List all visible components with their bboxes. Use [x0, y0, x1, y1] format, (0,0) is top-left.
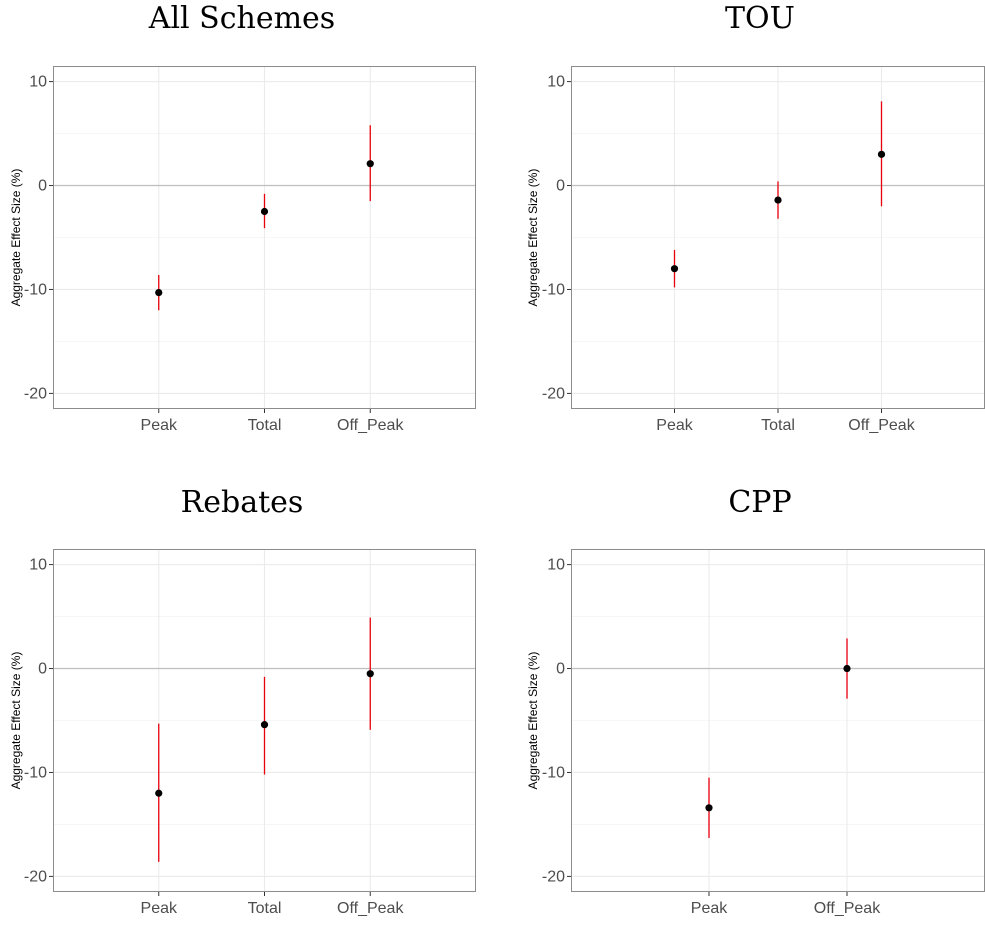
data-point — [260, 721, 269, 729]
data-point — [877, 150, 886, 158]
x-tick-label: Peak — [691, 900, 728, 917]
data-point — [705, 804, 713, 812]
y-tick-label: -10 — [542, 764, 565, 781]
y-tick-label: -20 — [542, 868, 565, 885]
x-tick-label: Off_Peak — [814, 900, 881, 917]
x-tick-label: Total — [248, 417, 282, 434]
panel-2: 10 0 -10 -20 Peak Total Off_Peak Aggregate Effe… — [526, 1, 985, 434]
y-tick-label: -10 — [24, 764, 47, 781]
x-tick-label: Peak — [656, 417, 693, 434]
x-tick-label: Off_Peak — [337, 900, 404, 917]
panel-3: 10 0 -10 -20 Peak Total Off_Peak Aggregate Effe… — [9, 485, 476, 917]
y-tick-label: 0 — [556, 178, 565, 195]
y-tick-label: 10 — [547, 557, 565, 574]
panel-title: All Schemes — [148, 1, 335, 36]
panel-1: 10 0 -10 -20 Peak Total Off_Peak Aggregate Effe… — [9, 1, 476, 434]
y-tick-label: 0 — [38, 178, 47, 195]
y-tick-label: -10 — [24, 281, 47, 298]
data-point — [670, 265, 679, 273]
data-point — [774, 196, 782, 204]
panel-title: Rebates — [181, 485, 304, 520]
y-axis-label: Aggregate Effect Size (%) — [9, 169, 23, 307]
data-point — [366, 160, 374, 168]
data-point — [843, 664, 851, 673]
y-tick-label: 10 — [29, 74, 47, 91]
x-tick-label: Peak — [141, 417, 178, 434]
data-point — [366, 670, 374, 678]
panel-title: CPP — [728, 485, 791, 520]
y-tick-label: -10 — [542, 281, 565, 298]
x-tick-label: Total — [761, 417, 795, 434]
panel-title: TOU — [725, 1, 795, 36]
panel-4: 10 0 -10 -20 Peak Off_Peak Aggregate Effect Si… — [526, 485, 985, 917]
y-tick-label: -20 — [24, 868, 47, 885]
y-tick-label: 0 — [556, 661, 565, 678]
x-tick-label: Off_Peak — [337, 417, 404, 434]
panel-border — [53, 549, 476, 892]
y-tick-label: 10 — [547, 74, 565, 91]
data-point — [155, 288, 163, 297]
panel-border — [53, 66, 476, 409]
x-tick-label: Total — [248, 900, 282, 917]
x-tick-label: Peak — [141, 900, 178, 917]
x-tick-label: Off_Peak — [848, 417, 915, 434]
y-tick-label: -20 — [542, 385, 565, 402]
data-point — [260, 207, 269, 216]
y-tick-label: 0 — [38, 661, 47, 678]
data-point — [155, 789, 163, 797]
y-tick-label: 10 — [29, 557, 47, 574]
y-axis-label: Aggregate Effect Size (%) — [9, 652, 23, 790]
y-tick-label: -20 — [24, 385, 47, 402]
y-axis-label: Aggregate Effect Size (%) — [526, 652, 540, 790]
y-axis-label: Aggregate Effect Size (%) — [526, 169, 540, 307]
